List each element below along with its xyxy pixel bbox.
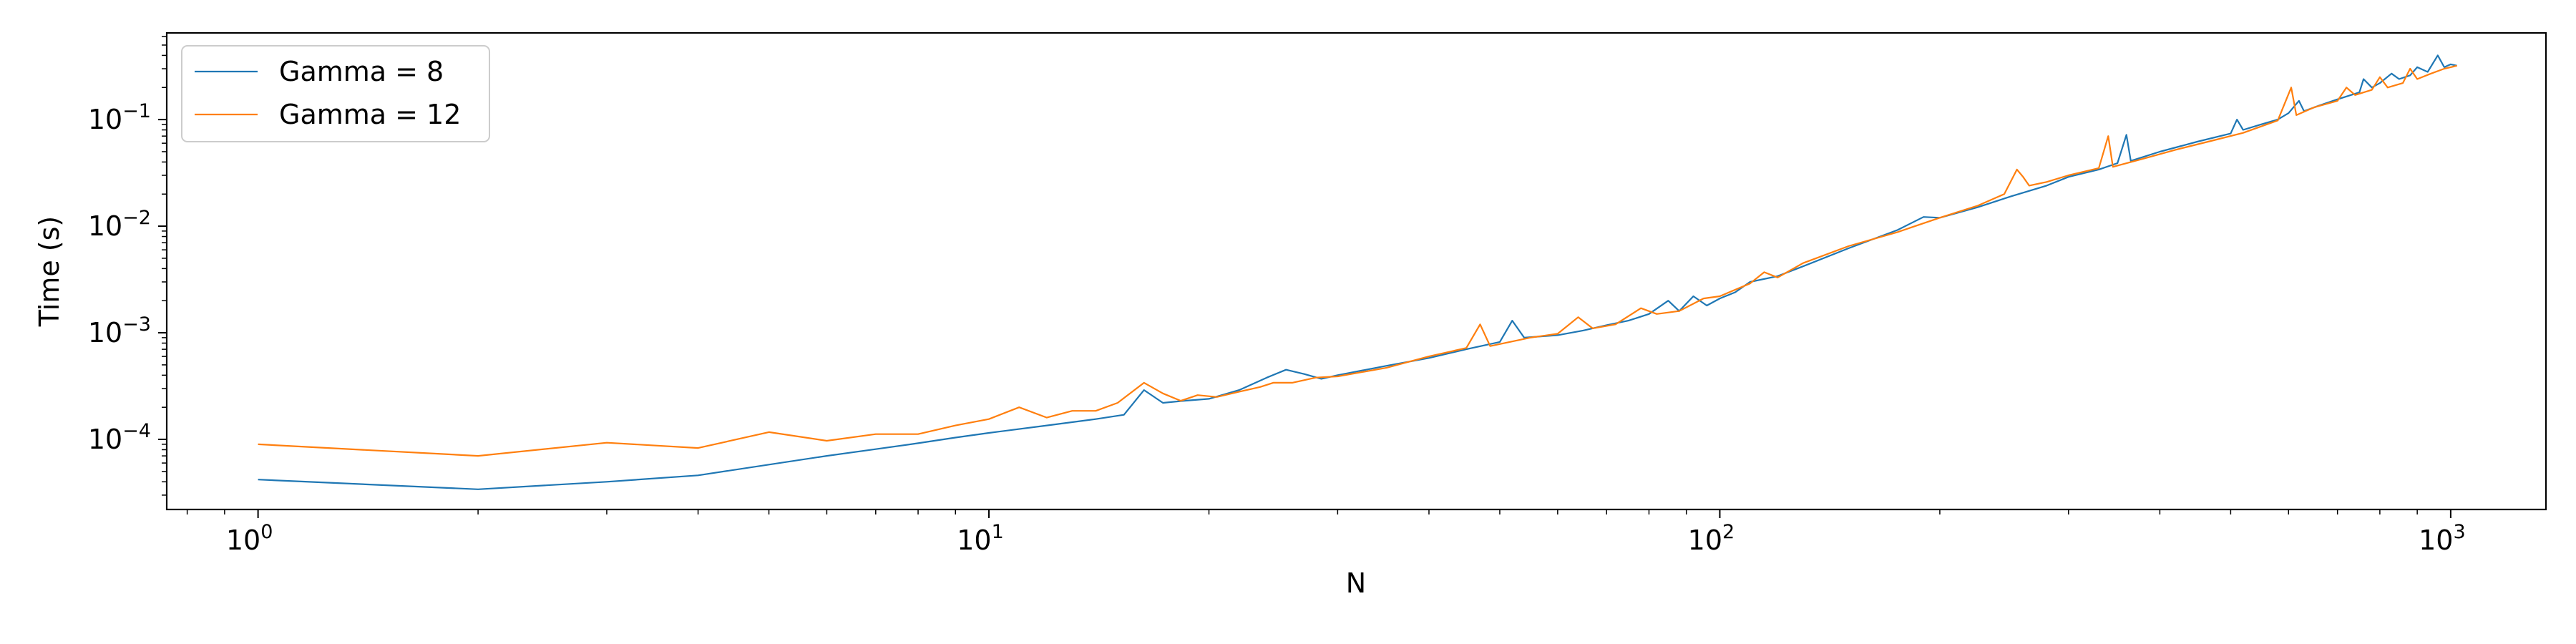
y-tick-label: 10−4 xyxy=(88,420,151,455)
y-tick-label: 10−1 xyxy=(88,100,151,135)
legend-box xyxy=(181,45,490,142)
plot-frame xyxy=(165,31,2547,511)
x-tick-label: 100 xyxy=(226,521,273,556)
y-tick-label: 10−3 xyxy=(88,313,151,348)
x-tick-label: 102 xyxy=(1688,521,1735,556)
legend-label-gamma-8: Gamma = 8 xyxy=(279,56,444,87)
y-tick-label: 10−2 xyxy=(88,207,151,242)
y-axis-label: Time (s) xyxy=(34,216,65,328)
legend: Gamma = 8 Gamma = 12 xyxy=(181,45,490,142)
x-tick-label: 103 xyxy=(2419,521,2466,556)
series-layer xyxy=(258,54,2457,490)
legend-label-gamma-12: Gamma = 12 xyxy=(279,99,461,130)
x-axis-label: N xyxy=(1346,567,1366,599)
series-line-1 xyxy=(258,64,2457,457)
x-tick-label: 101 xyxy=(957,521,1004,556)
x-ticks: 100 101 102 103 xyxy=(186,509,2466,556)
y-ticks: 10−4 10−3 10−2 10−1 xyxy=(88,36,167,496)
